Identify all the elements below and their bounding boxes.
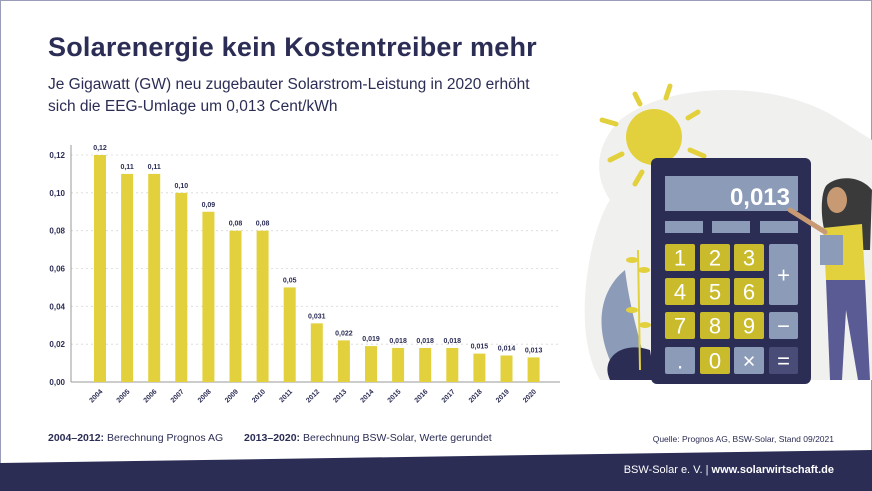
bar <box>473 353 486 382</box>
calculator-display-value: 0,013 <box>730 184 790 211</box>
y-tick-label: 0,08 <box>49 227 65 236</box>
data-label: 0,10 <box>174 183 188 190</box>
calculator-key-bg <box>665 278 695 305</box>
data-label: 0,11 <box>148 164 161 171</box>
y-tick-label: 0,04 <box>49 302 65 311</box>
data-label: 0,014 <box>498 346 516 353</box>
calculator-key-bg <box>665 244 695 271</box>
footer-url[interactable]: www.solarwirtschaft.de <box>711 464 834 476</box>
note-years: 2013–2020: <box>244 432 301 444</box>
bar <box>121 173 134 382</box>
bar <box>392 347 405 382</box>
data-label: 0,11 <box>120 164 133 171</box>
calculator-key: 7 <box>674 314 686 339</box>
calculator-key-minus-bg <box>769 312 798 339</box>
calculator-key: 1 <box>674 246 686 271</box>
data-label: 0,018 <box>444 338 462 345</box>
calculator-key-bg <box>734 278 764 305</box>
subtitle-line: Je Gigawatt (GW) neu zugebauter Solarstr… <box>48 76 530 93</box>
calculator-key-plus-bg <box>769 244 798 305</box>
y-tick-label: 0,10 <box>49 189 65 198</box>
y-tick-label: 0,00 <box>49 378 65 387</box>
calculator-key: 5 <box>709 280 721 305</box>
calculator-key: 2 <box>709 246 721 271</box>
calculator-key-equals: = <box>777 349 790 374</box>
calculator-key-bg <box>700 244 730 271</box>
calculator-key: × <box>743 349 756 374</box>
page-title: Solarenergie kein Kostentreiber mehr <box>48 32 537 62</box>
calculator-key: 9 <box>743 314 755 339</box>
y-tick-label: 0,06 <box>49 265 65 274</box>
note-text: Berechnung Prognos AG <box>104 432 224 444</box>
data-label: 0,015 <box>471 344 489 351</box>
note-bsw: 2013–2020: Berechnung BSW-Solar, Werte g… <box>244 432 492 444</box>
calculator-key: 0 <box>709 349 721 374</box>
bar <box>229 230 242 382</box>
footer-org: BSW-Solar e. V. | <box>623 464 712 476</box>
calculator-key: . <box>677 349 683 374</box>
data-label: 0,013 <box>525 347 543 354</box>
footer-credit: BSW-Solar e. V. | www.solarwirtschaft.de <box>624 464 834 476</box>
bar <box>500 355 513 382</box>
data-label: 0,08 <box>229 221 243 228</box>
calculator-keys: 1 2 3 4 5 6 7 8 9. 0 × + − = <box>665 244 798 374</box>
data-label: 0,05 <box>283 277 297 284</box>
woman-figure <box>787 178 872 380</box>
note-text: Berechnung BSW-Solar, Werte gerundet <box>300 432 492 444</box>
calculator-key-bg <box>700 278 730 305</box>
subtitle-line: sich die EEG-Umlage um 0,013 Cent/kWh <box>48 98 338 115</box>
y-tick-label: 0,12 <box>49 151 65 160</box>
bar <box>446 347 459 382</box>
bar <box>256 230 269 382</box>
data-label: 0,12 <box>93 145 107 152</box>
calculator-display <box>665 176 798 211</box>
bar <box>202 211 215 382</box>
bar <box>419 347 432 382</box>
calculator-key-bg <box>700 347 730 374</box>
calculator-key-minus: − <box>777 314 790 339</box>
calculator-key-plus: + <box>777 263 790 288</box>
bar <box>94 155 106 382</box>
calculator-key-equals-bg <box>769 347 798 374</box>
data-label: 0,08 <box>256 221 270 228</box>
bar <box>310 323 323 382</box>
calculator-key-bg <box>665 312 695 339</box>
source-note: Quelle: Prognos AG, BSW-Solar, Stand 09/… <box>652 434 834 444</box>
note-years: 2004–2012: <box>48 432 105 444</box>
calculator-key: 8 <box>709 314 721 339</box>
bar <box>148 173 161 382</box>
sun-icon <box>599 83 707 187</box>
data-label: 0,031 <box>308 313 326 320</box>
note-prognos: 2004–2012: Berechnung Prognos AG <box>48 432 223 444</box>
calculator-key: 4 <box>674 280 686 305</box>
data-label: 0,018 <box>389 338 407 345</box>
calculator-key-bg <box>734 347 764 374</box>
bar <box>365 346 377 382</box>
data-label: 0,018 <box>416 338 434 345</box>
subtitle: Je Gigawatt (GW) neu zugebauter Solarstr… <box>48 74 608 118</box>
calculator-key-bg <box>734 312 764 339</box>
bar <box>527 357 540 382</box>
plant-left-icon <box>601 249 655 380</box>
calculator-illustration: 0,013 1 2 3 4 5 6 7 8 9. 0 × + − = <box>584 83 872 384</box>
bar-chart: 0,000,020,040,060,080,100,120,1220040,11… <box>49 145 560 404</box>
bar <box>337 340 350 382</box>
data-label: 0,022 <box>335 330 353 337</box>
calculator-key: 3 <box>743 246 755 271</box>
calculator-key-bg <box>734 244 764 271</box>
calculator-key-bg <box>700 312 730 339</box>
bar <box>283 287 296 382</box>
data-label: 0,019 <box>362 336 380 343</box>
calculator-key-bg <box>665 347 695 374</box>
y-tick-label: 0,02 <box>49 340 65 349</box>
bar <box>175 192 188 382</box>
data-label: 0,09 <box>202 202 216 209</box>
calculator-key: 6 <box>743 280 755 305</box>
